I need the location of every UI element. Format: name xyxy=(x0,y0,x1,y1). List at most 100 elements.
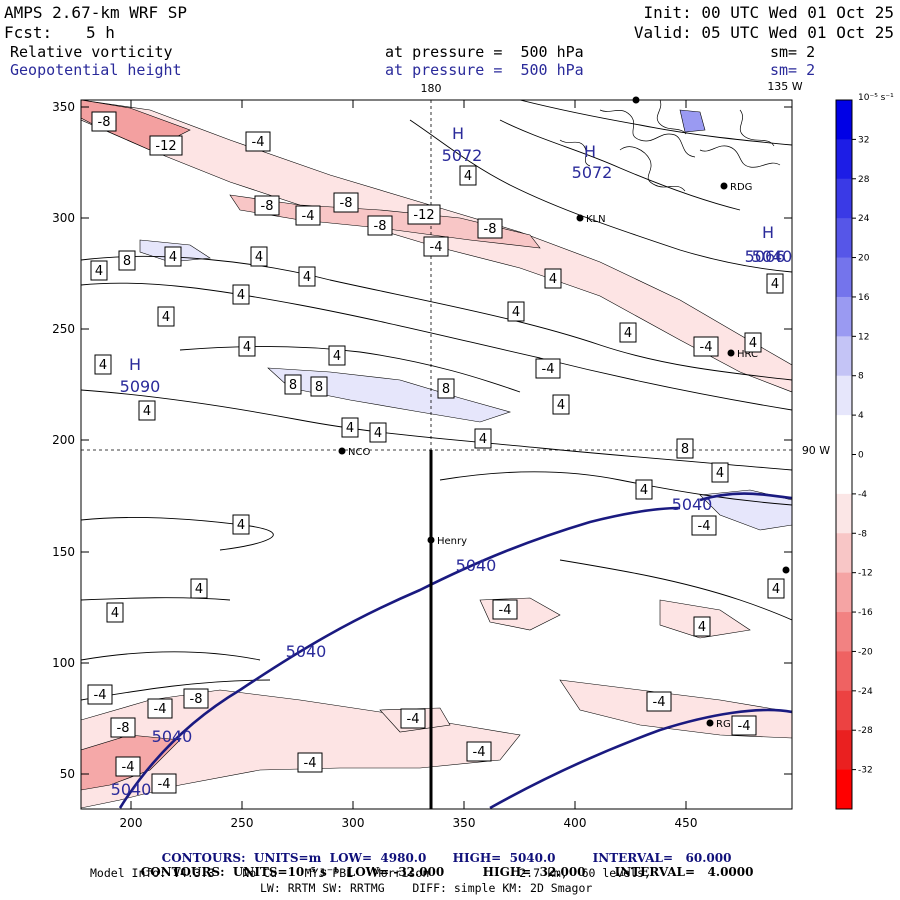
colorbar-label: 24 xyxy=(858,214,870,224)
vorticity-label-box xyxy=(676,438,694,459)
vorticity-label-box xyxy=(731,715,757,736)
vorticity-label: 4 xyxy=(716,466,724,481)
height-label: 5072 xyxy=(572,163,613,182)
vorticity-label-box xyxy=(646,691,672,712)
footer-line2: CONTOURS: UNITS=10⁻⁵ s⁻¹ LOW= -32.000 xyxy=(133,851,445,879)
vorticity-label: 4 xyxy=(549,272,557,287)
vorticity-label-box xyxy=(245,131,271,152)
vorticity-label: -4 xyxy=(698,519,711,534)
lon-label-135w: 135 W xyxy=(767,80,802,93)
height-label: 5040 xyxy=(672,495,713,514)
vorticity-label: -4 xyxy=(304,756,317,771)
vorticity-label: 4 xyxy=(640,483,648,498)
vorticity-label-box xyxy=(254,195,280,216)
vorticity-label-box xyxy=(298,266,316,287)
station-dot xyxy=(782,566,790,574)
y-axis-labels: 50 100 150 200 250 300 350 xyxy=(52,100,75,781)
vorticity-label: -4 xyxy=(499,603,512,618)
station-dot xyxy=(727,349,735,357)
vorticity-label-box xyxy=(474,428,492,449)
y-tick-label: 250 xyxy=(52,322,75,336)
vorticity-label: 4 xyxy=(237,288,245,303)
station-label: KLN xyxy=(586,214,606,225)
colorbar-label: 28 xyxy=(858,175,870,185)
station-dot xyxy=(427,536,435,544)
colorbar-swatch xyxy=(836,375,852,416)
station-label: HRC xyxy=(737,349,758,360)
vorticity-label: 4 xyxy=(624,326,632,341)
vorticity-label-box xyxy=(87,684,113,705)
vorticity-label: -8 xyxy=(190,692,203,707)
vorticity-label-box xyxy=(183,688,209,709)
colorbar-label: -16 xyxy=(858,608,873,618)
vorticity-label: 4 xyxy=(237,518,245,533)
colorbar-label: -20 xyxy=(858,647,873,657)
height-label: 5040 xyxy=(286,642,327,661)
y-tick-label: 150 xyxy=(52,545,75,559)
station-label: Henry xyxy=(437,536,467,547)
vorticity-label: 4 xyxy=(771,277,779,292)
colorbar-label: -28 xyxy=(858,726,873,736)
x-axis-labels: 200 250 300 350 400 450 xyxy=(120,816,698,830)
vorticity-label-box xyxy=(106,602,124,623)
colorbar-label: 4 xyxy=(858,411,864,421)
vorticity-label-box xyxy=(507,301,525,322)
vorticity-label-box xyxy=(149,135,183,156)
colorbar-swatch xyxy=(836,139,852,180)
footer-height-high: HIGH= 5040.0 xyxy=(452,851,556,865)
vorticity-label-box xyxy=(110,717,136,738)
vorticity-label-box xyxy=(297,752,323,773)
footer-line1-high: HIGH= 5040.0 xyxy=(445,837,556,865)
colorbar-label: 20 xyxy=(858,254,870,264)
vorticity-label-box xyxy=(295,205,321,226)
colorbar-swatch xyxy=(836,100,852,140)
vorticity-label-box xyxy=(250,246,268,267)
footer-vort-high: HIGH= 32.000 xyxy=(482,865,586,879)
vorticity-label-box xyxy=(423,236,449,257)
vorticity-label-box xyxy=(232,514,250,535)
vorticity-label-box xyxy=(535,358,561,379)
vorticity-label-box xyxy=(157,306,175,327)
colorbar-swatch xyxy=(836,178,852,219)
vorticity-label-box xyxy=(118,250,136,271)
vorticity-label: 4 xyxy=(95,264,103,279)
station-dot xyxy=(632,96,640,104)
height-contours xyxy=(118,492,792,809)
vorticity-label: -4 xyxy=(738,719,751,734)
vorticity-label: 4 xyxy=(162,310,170,325)
vorticity-label-box xyxy=(328,345,346,366)
vorticity-label: 4 xyxy=(772,582,780,597)
footer-line1: CONTOURS: UNITS=m LOW= 4980.0 xyxy=(154,837,427,865)
vorticity-label-box xyxy=(400,708,426,729)
vorticity-label: 4 xyxy=(303,270,311,285)
footer-height-contours: CONTOURS: UNITS=m LOW= 4980.0 xyxy=(161,851,427,865)
vorticity-label: 4 xyxy=(479,432,487,447)
vorticity-label-box xyxy=(691,515,717,536)
height-contour-labels: 5040 5040 5040 5040 5040 5040 5090 5072 … xyxy=(111,124,793,799)
vorticity-label: -4 xyxy=(407,712,420,727)
field2-name: Geopotential height xyxy=(10,61,182,79)
field2-level: at pressure = 500 hPa xyxy=(385,61,584,79)
lon-label-180: 180 xyxy=(421,82,442,95)
forecast-hour: 5 h xyxy=(86,23,115,42)
vorticity-label-box xyxy=(693,616,711,637)
colorbar: 10⁻⁵ s⁻¹ 32 28 24 20 16 12 8 4 0 -4 -8 -12 -16 -20 -24… xyxy=(835,93,894,810)
x-tick-label: 200 xyxy=(120,816,143,830)
x-tick-label: 400 xyxy=(564,816,587,830)
vorticity-label: 4 xyxy=(512,305,520,320)
colorbar-swatch xyxy=(836,612,852,652)
vorticity-label: 4 xyxy=(195,582,203,597)
vorticity-label: -8 xyxy=(117,721,130,736)
height-label: 5072 xyxy=(442,146,483,165)
vorticity-label: 4 xyxy=(111,606,119,621)
x-tick-label: 350 xyxy=(453,816,476,830)
vorticity-label-box xyxy=(94,354,112,375)
colorbar-label: 32 xyxy=(858,135,869,145)
vorticity-label-box xyxy=(238,336,256,357)
colorbar-label: -8 xyxy=(858,529,867,539)
colorbar-label: -4 xyxy=(858,490,867,500)
vorticity-contour-labels: -8 -12 -4 -8 -4 -8 -8 -12 -8 -4 4 8 4 4 4 4 4 4 4 4 8 8 4 8 4 4 4 4… xyxy=(87,111,785,794)
vorticity-label: -8 xyxy=(261,199,274,214)
vorticity-label-box xyxy=(477,218,503,239)
